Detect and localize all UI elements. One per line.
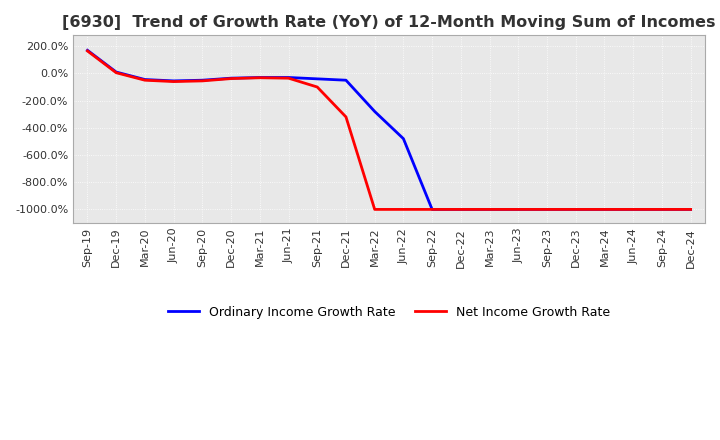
Net Income Growth Rate bbox=[543, 207, 552, 212]
Net Income Growth Rate bbox=[198, 78, 207, 84]
Ordinary Income Growth Rate bbox=[399, 136, 408, 141]
Net Income Growth Rate bbox=[399, 207, 408, 212]
Net Income Growth Rate bbox=[256, 75, 264, 81]
Net Income Growth Rate bbox=[514, 207, 523, 212]
Net Income Growth Rate bbox=[629, 207, 637, 212]
Ordinary Income Growth Rate bbox=[485, 207, 494, 212]
Net Income Growth Rate bbox=[227, 76, 235, 81]
Ordinary Income Growth Rate bbox=[313, 76, 322, 81]
Ordinary Income Growth Rate bbox=[657, 207, 666, 212]
Line: Net Income Growth Rate: Net Income Growth Rate bbox=[87, 51, 690, 209]
Ordinary Income Growth Rate bbox=[456, 207, 465, 212]
Ordinary Income Growth Rate bbox=[256, 75, 264, 80]
Net Income Growth Rate bbox=[169, 79, 178, 84]
Ordinary Income Growth Rate bbox=[83, 48, 91, 53]
Net Income Growth Rate bbox=[342, 114, 351, 120]
Net Income Growth Rate bbox=[428, 207, 436, 212]
Ordinary Income Growth Rate bbox=[112, 70, 120, 75]
Ordinary Income Growth Rate bbox=[342, 77, 351, 83]
Net Income Growth Rate bbox=[83, 48, 91, 54]
Net Income Growth Rate bbox=[140, 77, 149, 83]
Net Income Growth Rate bbox=[456, 207, 465, 212]
Ordinary Income Growth Rate bbox=[284, 75, 293, 80]
Net Income Growth Rate bbox=[657, 207, 666, 212]
Ordinary Income Growth Rate bbox=[198, 77, 207, 83]
Ordinary Income Growth Rate bbox=[227, 76, 235, 81]
Ordinary Income Growth Rate bbox=[600, 207, 609, 212]
Ordinary Income Growth Rate bbox=[428, 207, 436, 212]
Net Income Growth Rate bbox=[370, 207, 379, 212]
Ordinary Income Growth Rate bbox=[572, 207, 580, 212]
Ordinary Income Growth Rate bbox=[514, 207, 523, 212]
Title: [6930]  Trend of Growth Rate (YoY) of 12-Month Moving Sum of Incomes: [6930] Trend of Growth Rate (YoY) of 12-… bbox=[63, 15, 716, 30]
Net Income Growth Rate bbox=[600, 207, 609, 212]
Net Income Growth Rate bbox=[572, 207, 580, 212]
Ordinary Income Growth Rate bbox=[543, 207, 552, 212]
Net Income Growth Rate bbox=[112, 70, 120, 75]
Ordinary Income Growth Rate bbox=[370, 109, 379, 114]
Line: Ordinary Income Growth Rate: Ordinary Income Growth Rate bbox=[87, 50, 690, 209]
Net Income Growth Rate bbox=[686, 207, 695, 212]
Net Income Growth Rate bbox=[284, 76, 293, 81]
Net Income Growth Rate bbox=[313, 84, 322, 90]
Ordinary Income Growth Rate bbox=[629, 207, 637, 212]
Ordinary Income Growth Rate bbox=[169, 78, 178, 84]
Ordinary Income Growth Rate bbox=[686, 207, 695, 212]
Legend: Ordinary Income Growth Rate, Net Income Growth Rate: Ordinary Income Growth Rate, Net Income … bbox=[163, 301, 615, 323]
Net Income Growth Rate bbox=[485, 207, 494, 212]
Ordinary Income Growth Rate bbox=[140, 77, 149, 82]
